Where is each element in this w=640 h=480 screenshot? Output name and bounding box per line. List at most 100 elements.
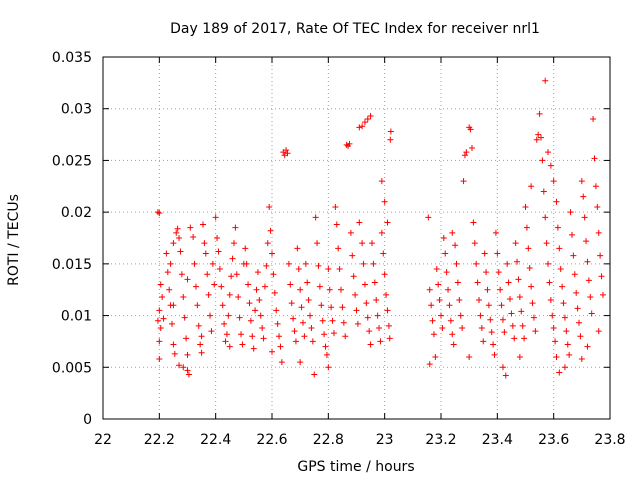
data-point (487, 316, 494, 323)
data-point (183, 335, 190, 342)
data-point (236, 314, 243, 321)
data-point (184, 367, 191, 374)
data-point (208, 328, 215, 335)
data-point (514, 258, 521, 265)
data-point (329, 317, 336, 324)
data-point (384, 307, 391, 314)
data-point (491, 351, 498, 358)
data-point (594, 203, 601, 210)
data-point (481, 250, 488, 257)
data-point (316, 283, 323, 290)
data-point (528, 283, 535, 290)
data-point (536, 110, 543, 117)
data-point (377, 338, 384, 345)
data-point (595, 229, 602, 236)
data-point (347, 229, 354, 236)
data-point (542, 77, 549, 84)
data-point (204, 271, 211, 278)
data-point (290, 315, 297, 322)
data-point (381, 271, 388, 278)
data-point (154, 209, 161, 216)
data-point (532, 328, 539, 335)
data-point (386, 335, 393, 342)
y-tick-label: 0.02 (61, 205, 92, 221)
data-point (374, 312, 381, 319)
data-point (294, 245, 301, 252)
data-point (447, 317, 454, 324)
data-point (190, 233, 197, 240)
data-point (325, 364, 332, 371)
y-tick-label: 0.01 (61, 309, 92, 325)
x-tick-label: 22.6 (256, 432, 287, 448)
data-point (157, 281, 164, 288)
data-point (490, 341, 497, 348)
data-point (466, 353, 473, 360)
data-point (529, 300, 536, 307)
data-point (297, 286, 304, 293)
data-point (499, 316, 506, 323)
data-point (573, 289, 580, 296)
data-point (235, 293, 242, 300)
data-point (452, 242, 459, 249)
data-point (259, 324, 266, 331)
data-point (230, 240, 237, 247)
data-point (545, 260, 552, 267)
data-point (428, 302, 435, 309)
data-point (249, 333, 256, 340)
data-point (283, 147, 290, 154)
x-tick-label: 23.6 (538, 432, 569, 448)
y-axis: 0 0.005 0.01 0.015 0.02 0.025 0.03 0.035 (52, 50, 610, 428)
data-point (581, 214, 588, 221)
data-point (584, 258, 591, 265)
data-point (449, 229, 456, 236)
data-point (297, 359, 304, 366)
data-point (305, 297, 312, 304)
data-point (509, 322, 516, 329)
data-point (578, 356, 585, 363)
data-point (384, 219, 391, 226)
data-point (501, 329, 508, 336)
data-point (597, 252, 604, 259)
data-point (525, 245, 532, 252)
data-point (307, 312, 314, 319)
data-point (453, 260, 460, 267)
data-point (325, 266, 332, 273)
data-point (319, 317, 326, 324)
data-point (367, 341, 374, 348)
data-point (221, 320, 228, 327)
data-point (154, 317, 161, 324)
data-point (378, 229, 385, 236)
data-point (556, 245, 563, 252)
data-point (440, 235, 447, 241)
data-point (295, 266, 302, 273)
data-point (191, 260, 198, 267)
data-point (198, 349, 205, 356)
data-point (264, 240, 271, 247)
data-point (426, 361, 433, 368)
data-point (533, 136, 540, 143)
data-point (561, 314, 568, 321)
x-tick-label: 23 (376, 432, 394, 448)
data-point (207, 312, 214, 319)
data-point (550, 178, 557, 185)
x-tick-label: 23.2 (425, 432, 456, 448)
data-point (202, 250, 209, 257)
data-point (583, 238, 590, 245)
data-point (492, 229, 499, 236)
data-point (250, 345, 257, 352)
data-point (446, 302, 453, 309)
data-point (456, 297, 463, 304)
x-tick-label: 22.2 (144, 432, 175, 448)
data-point (156, 307, 163, 314)
data-point (218, 283, 225, 290)
data-point (477, 312, 484, 319)
x-axis-label: GPS time / hours (297, 459, 414, 475)
data-point (553, 353, 560, 360)
data-point (387, 128, 394, 135)
data-point (167, 260, 174, 267)
data-point (353, 307, 360, 314)
data-point (243, 260, 250, 267)
data-point (591, 155, 598, 162)
data-point (356, 124, 363, 131)
